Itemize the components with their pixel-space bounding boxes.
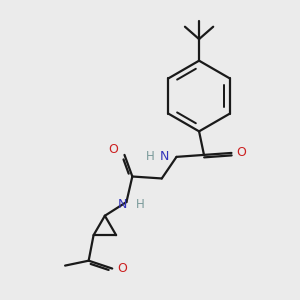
Text: O: O [108, 143, 118, 157]
Text: O: O [117, 262, 127, 275]
Text: O: O [236, 146, 246, 159]
Text: N: N [159, 150, 169, 164]
Text: N: N [118, 199, 127, 212]
Text: H: H [136, 199, 145, 212]
Text: H: H [146, 150, 155, 164]
